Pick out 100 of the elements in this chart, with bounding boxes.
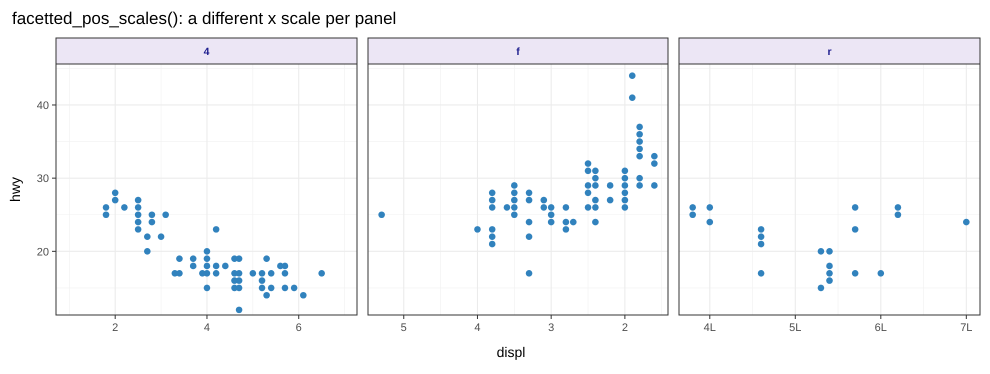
point <box>540 196 548 204</box>
point <box>144 233 151 240</box>
chart-title: facetted_pos_scales(): a different x scale per panel <box>12 9 396 28</box>
point <box>636 152 643 160</box>
point <box>204 270 210 277</box>
point <box>236 277 242 284</box>
point <box>963 218 970 226</box>
point <box>878 270 884 277</box>
point <box>758 233 764 240</box>
chart-subtitle: f <box>516 46 520 58</box>
point <box>826 270 833 277</box>
point <box>236 255 242 262</box>
point <box>526 218 532 226</box>
point <box>628 72 636 80</box>
point <box>636 182 643 189</box>
point <box>526 196 532 204</box>
point <box>758 270 764 277</box>
point <box>134 211 142 218</box>
point <box>282 262 288 270</box>
point <box>204 255 210 262</box>
point <box>212 262 220 270</box>
point <box>318 270 325 277</box>
point <box>212 226 220 233</box>
point <box>511 182 518 189</box>
x-tick-label: 4 <box>204 322 210 334</box>
point <box>818 284 824 292</box>
point <box>818 248 824 255</box>
point <box>706 204 714 211</box>
point <box>526 189 532 196</box>
x-axis-title: displ <box>496 344 526 360</box>
point <box>562 226 570 233</box>
point <box>852 226 858 233</box>
point <box>504 204 510 211</box>
point <box>622 174 628 182</box>
point <box>121 204 128 211</box>
point <box>488 196 496 204</box>
point <box>622 196 628 204</box>
point <box>134 226 142 233</box>
point <box>606 196 614 204</box>
point <box>852 270 858 277</box>
point <box>651 160 658 167</box>
y-tick-label: 40 <box>36 100 49 112</box>
chart-subtitle: 4 <box>204 46 210 58</box>
point <box>548 211 554 218</box>
point <box>548 218 554 226</box>
point <box>204 284 210 292</box>
point <box>651 182 658 189</box>
point <box>263 292 270 299</box>
point <box>526 233 532 240</box>
point <box>162 211 169 218</box>
point <box>706 218 714 226</box>
point <box>584 168 592 174</box>
point <box>176 270 183 277</box>
x-tick-label: 2 <box>622 322 628 334</box>
point <box>263 255 270 262</box>
point <box>300 292 307 299</box>
point <box>592 174 599 182</box>
point <box>112 196 118 204</box>
x-tick-label: 5 <box>400 322 407 334</box>
point <box>378 211 385 218</box>
point <box>628 94 636 101</box>
point <box>158 233 164 240</box>
y-tick-label: 30 <box>36 173 49 186</box>
point <box>570 218 577 226</box>
point <box>689 211 696 218</box>
point <box>148 218 156 226</box>
point <box>651 152 658 160</box>
point <box>540 204 548 211</box>
x-tick-label: 5L <box>789 322 802 334</box>
point <box>636 130 643 138</box>
point <box>826 277 833 284</box>
point <box>258 284 266 292</box>
point <box>592 182 599 189</box>
point <box>606 182 614 189</box>
point <box>636 124 643 130</box>
point <box>488 240 496 248</box>
point <box>488 204 496 211</box>
x-tick-label: 3 <box>548 322 554 334</box>
point <box>148 211 156 218</box>
point <box>636 174 643 182</box>
point <box>758 226 764 233</box>
point <box>134 204 142 211</box>
x-tick-label: 2 <box>112 322 118 334</box>
point <box>222 262 229 270</box>
point <box>282 284 288 292</box>
point <box>190 255 196 262</box>
point <box>894 204 902 211</box>
point <box>689 204 696 211</box>
point <box>488 189 496 196</box>
point <box>511 211 518 218</box>
x-tick-label: 4 <box>474 322 481 334</box>
point <box>282 270 288 277</box>
point <box>622 182 628 189</box>
point <box>268 270 274 277</box>
point <box>826 262 833 270</box>
point <box>102 211 110 218</box>
point <box>622 168 628 174</box>
x-tick-label: 6 <box>296 322 302 334</box>
point <box>488 233 496 240</box>
point <box>474 226 481 233</box>
